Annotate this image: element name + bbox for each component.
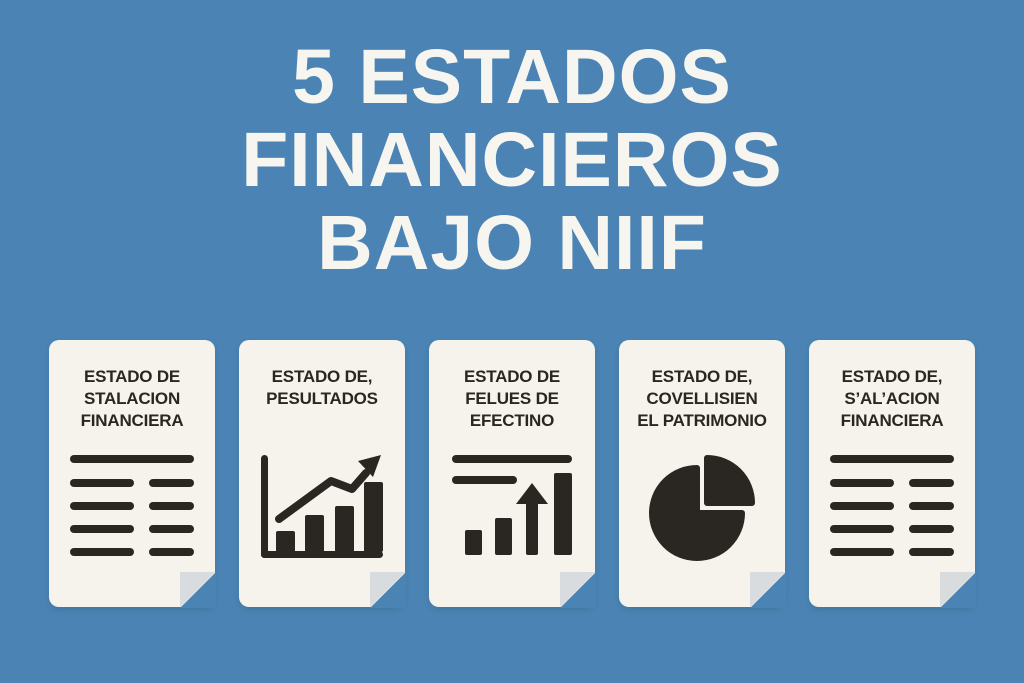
document-lines-icon xyxy=(809,455,975,556)
card-flujos-de-efectivo: ESTADO DE FELUES DE EFECTINO xyxy=(429,340,596,608)
pie-chart-icon xyxy=(619,455,785,563)
card-situacion-financiera: ESTADO DE STALACION FINANCIERA xyxy=(49,340,216,608)
card-resultados: ESTADO DE, PESULTADOS xyxy=(239,340,406,608)
bar-chart-arrow-icon xyxy=(429,455,595,555)
card-title: ESTADO DE, COVELLISIEN EL PATRIMONIO xyxy=(637,367,767,430)
card-title: ESTADO DE, PESULTADOS xyxy=(266,367,378,408)
page-title: 5 ESTADOS FINANCIEROS BAJO NIIF xyxy=(241,34,783,286)
cards-row: ESTADO DE STALACION FINANCIERA ESTADO DE… xyxy=(0,340,1024,608)
card-cambios-en-el-patrimonio: ESTADO DE, COVELLISIEN EL PATRIMONIO xyxy=(619,340,786,608)
card-title: ESTADO DE STALACION FINANCIERA xyxy=(80,367,184,430)
bar-chart-trend-icon xyxy=(239,455,405,558)
card-title: ESTADO DE FELUES DE EFECTINO xyxy=(463,367,561,430)
document-lines-icon xyxy=(49,455,215,556)
card-situacion-financiera-2: ESTADO DE, S’AL’ACION FINANCIERA xyxy=(809,340,976,608)
card-title: ESTADO DE, S’AL’ACION FINANCIERA xyxy=(840,367,944,430)
